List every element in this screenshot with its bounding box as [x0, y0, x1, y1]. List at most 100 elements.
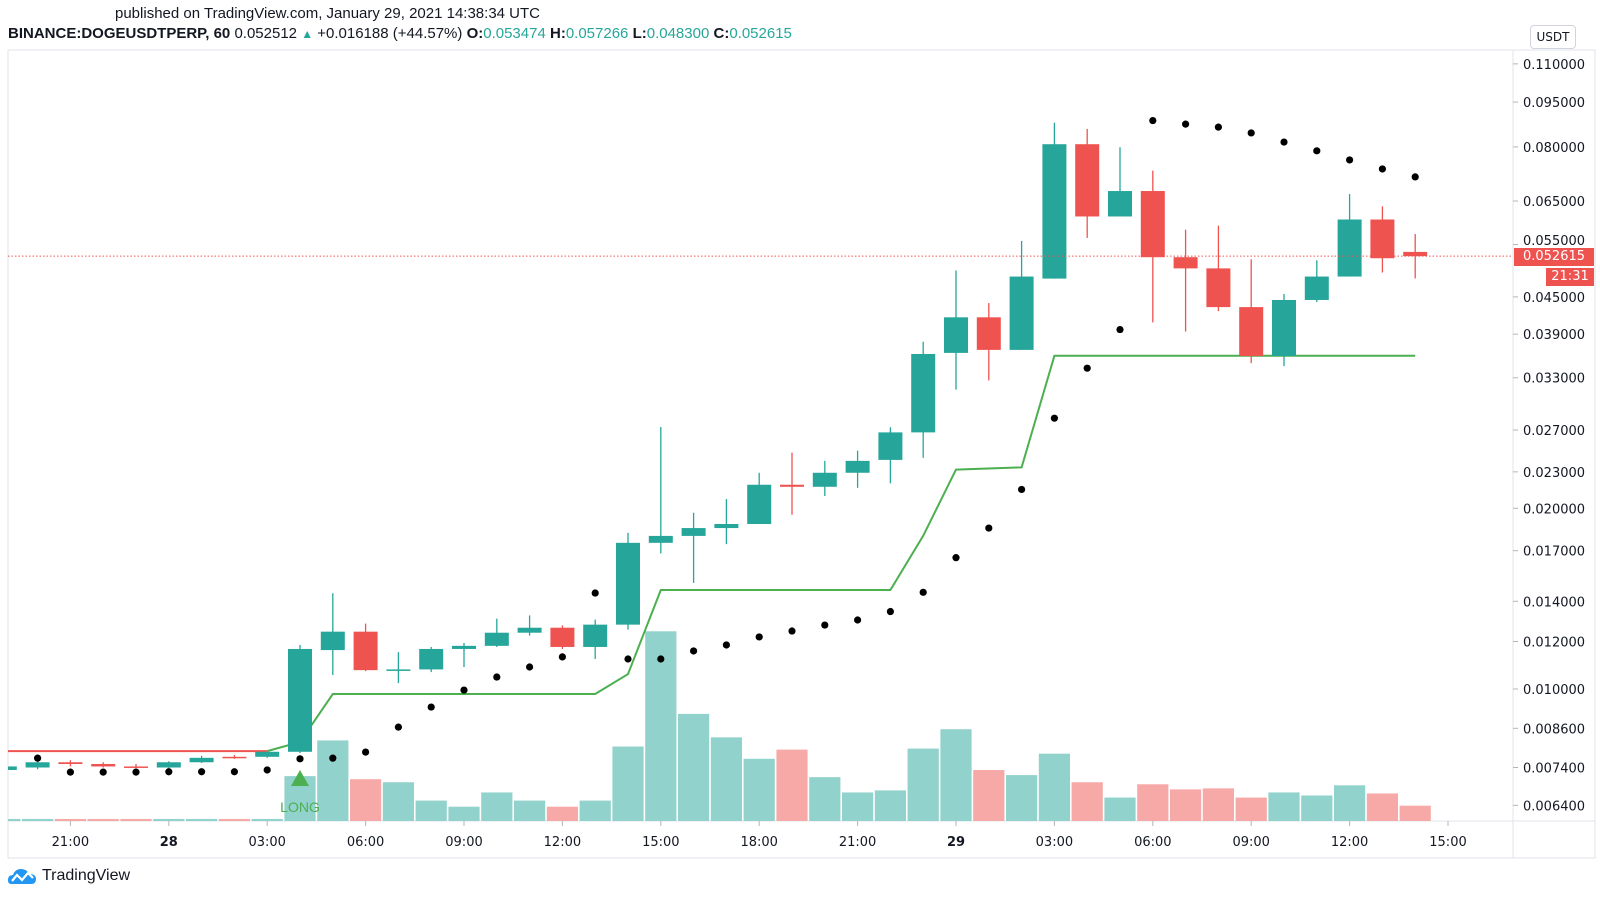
candle-body: [124, 766, 148, 768]
indicator-lines: [8, 354, 1416, 753]
candle-body: [353, 631, 378, 671]
price-tick-label: 0.039000: [1523, 328, 1585, 343]
currency-button[interactable]: USDT: [1530, 25, 1576, 49]
candle: [550, 625, 575, 649]
candles: [8, 122, 1428, 770]
candle-body: [1173, 257, 1198, 269]
psar-dot: [591, 589, 599, 597]
candle-body: [1370, 219, 1395, 259]
high-label: H:: [549, 25, 566, 42]
psar-dot: [296, 755, 304, 763]
price-tick-label: 0.080000: [1523, 141, 1585, 156]
time-tick-label: 15:00: [642, 835, 679, 850]
candle-body: [780, 484, 804, 487]
volume-bar: [1235, 797, 1267, 821]
candle: [255, 751, 280, 758]
time-tick-label: 09:00: [445, 835, 482, 850]
candle-body: [911, 353, 936, 433]
psar-dot: [329, 754, 337, 762]
candle: [714, 499, 739, 545]
candle-body: [91, 763, 116, 767]
candle-body: [1108, 191, 1132, 217]
psar-dot: [1050, 414, 1058, 422]
price-tick-label: 0.010000: [1523, 683, 1585, 698]
volume-bar: [809, 777, 841, 821]
psar-dot: [558, 653, 567, 661]
candle: [1173, 229, 1198, 332]
candle-body: [1206, 268, 1231, 308]
candle-body: [189, 757, 214, 763]
candle: [747, 472, 772, 525]
candle-body: [156, 762, 181, 768]
psar-dot: [952, 554, 960, 562]
psar-dot: [624, 655, 632, 663]
psar-dot: [1313, 147, 1321, 155]
candle-body: [288, 648, 312, 752]
psar-dot: [34, 754, 42, 762]
up-triangle-icon: ▲: [301, 27, 314, 41]
psar-dot: [1346, 156, 1354, 164]
candle-body: [944, 317, 968, 353]
time-axis[interactable]: 21:00 28 03:00 06:00 09:00 12:00 15:00 18:00 21:…: [52, 821, 1467, 850]
volume-bar: [186, 818, 218, 821]
price-tick-label: 0.055000: [1523, 234, 1585, 249]
psar-dot: [886, 607, 895, 616]
price-tick-label: 0.014000: [1523, 595, 1585, 610]
candle-body: [1009, 276, 1034, 350]
psar-dot: [1247, 129, 1255, 137]
psar-dot: [394, 723, 402, 731]
volume-bar: [54, 818, 86, 821]
time-tick-label: 06:00: [347, 835, 384, 850]
psar-dot: [198, 768, 206, 776]
high-value: 0.057266: [565, 25, 629, 42]
psar-dot: [657, 655, 665, 663]
price-axis[interactable]: 0.110000 0.095000 0.080000 0.065000 0.055000…: [1513, 58, 1585, 814]
candle-body: [878, 432, 903, 460]
volume-bar: [1334, 785, 1366, 821]
candle: [878, 427, 903, 484]
candle: [452, 642, 476, 668]
candle: [911, 341, 936, 458]
candle: [583, 619, 608, 659]
candle-body: [845, 460, 870, 473]
candle-body: [1239, 307, 1264, 357]
candle: [8, 766, 17, 770]
volume-bar: [448, 806, 480, 821]
psar-dot: [1214, 123, 1222, 131]
psar-dot: [985, 524, 993, 532]
price-tick-label: 0.006400: [1523, 799, 1585, 814]
price-tick-label: 0.065000: [1523, 195, 1585, 210]
volume-bar: [514, 800, 546, 821]
volume-bar: [350, 779, 382, 821]
psar-dot: [854, 616, 862, 624]
volume-bar: [1301, 795, 1333, 821]
candle: [124, 763, 148, 769]
psar-dot: [66, 768, 74, 776]
candle: [648, 426, 673, 554]
psar-dot: [165, 768, 173, 776]
volume-bar: [842, 792, 874, 821]
candle: [419, 646, 444, 673]
long-signal: LONG: [280, 770, 320, 815]
volume-bar: [8, 818, 21, 821]
candle-body: [550, 627, 575, 647]
volume-bar: [153, 818, 185, 821]
price-tick-label: 0.045000: [1523, 291, 1585, 306]
candle: [1370, 206, 1395, 273]
candle: [1337, 194, 1362, 277]
time-tick-label: 12:00: [544, 835, 581, 850]
tradingview-logo[interactable]: TradingView: [8, 866, 130, 886]
psar-dot: [526, 663, 534, 671]
candle: [681, 512, 706, 583]
low-value: 0.048300: [646, 25, 710, 42]
open-label: O:: [466, 25, 484, 42]
candle: [1206, 225, 1231, 312]
psar-dot: [1280, 138, 1288, 146]
psar-dot: [1411, 173, 1419, 181]
volume-bar: [678, 713, 710, 821]
candle-body: [1140, 191, 1165, 258]
candle-body: [583, 624, 608, 647]
candle-body: [1272, 299, 1296, 357]
time-tick-label: 12:00: [1331, 835, 1368, 850]
